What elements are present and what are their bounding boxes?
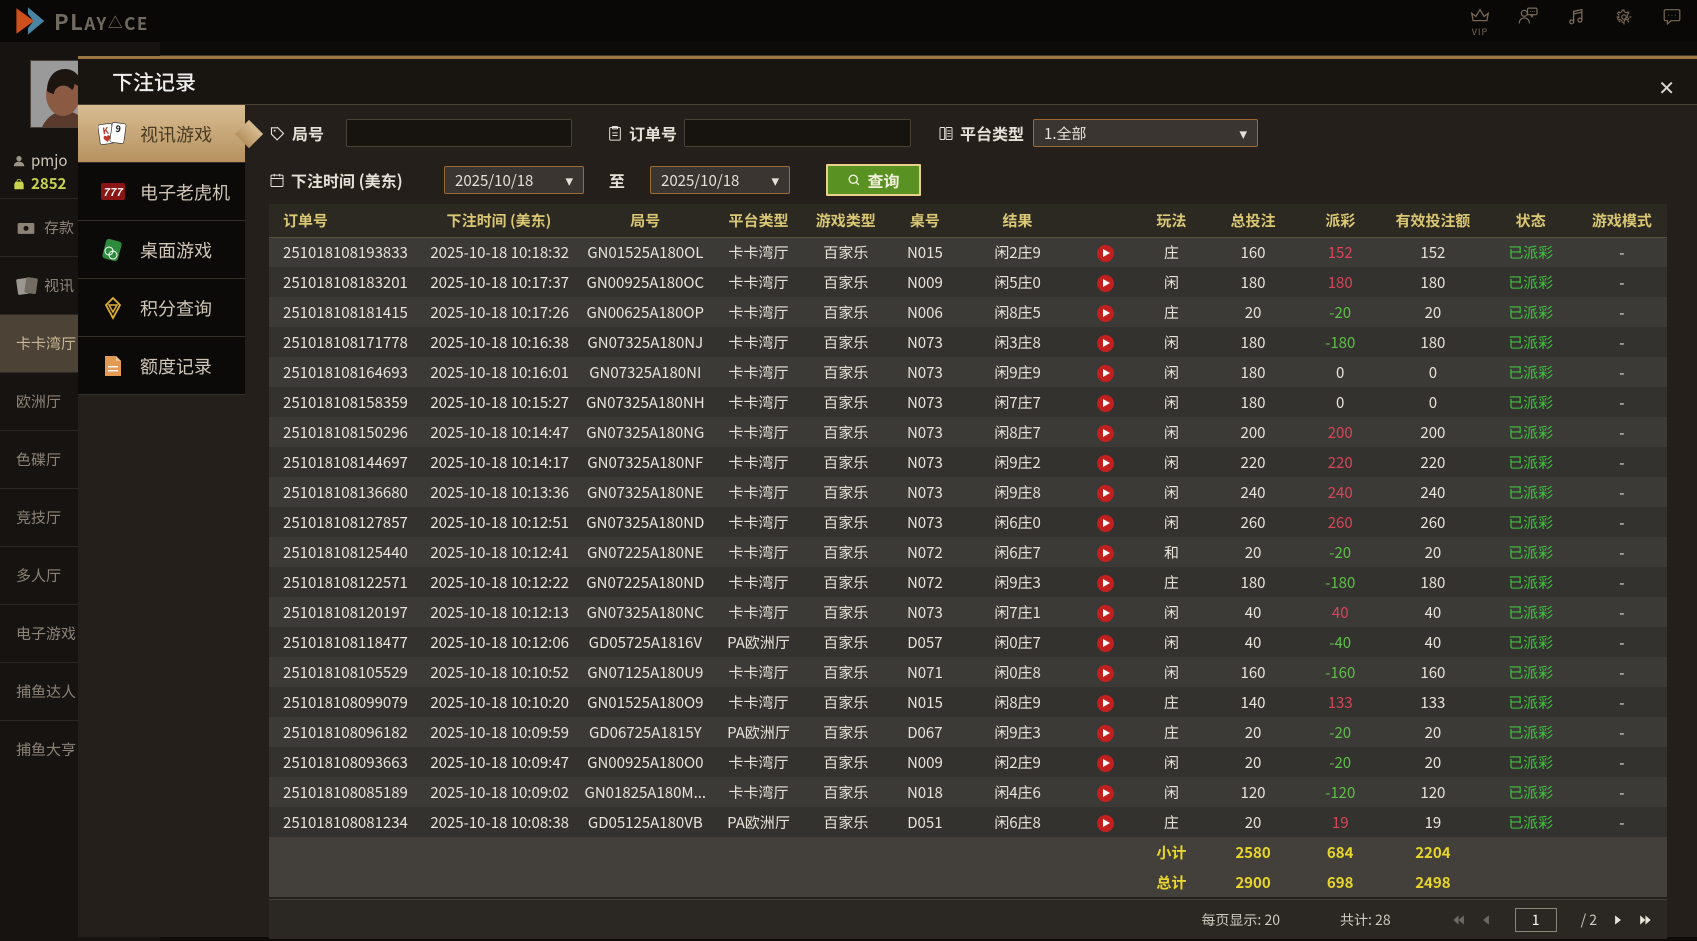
svg-text:777: 777 [103, 184, 124, 200]
